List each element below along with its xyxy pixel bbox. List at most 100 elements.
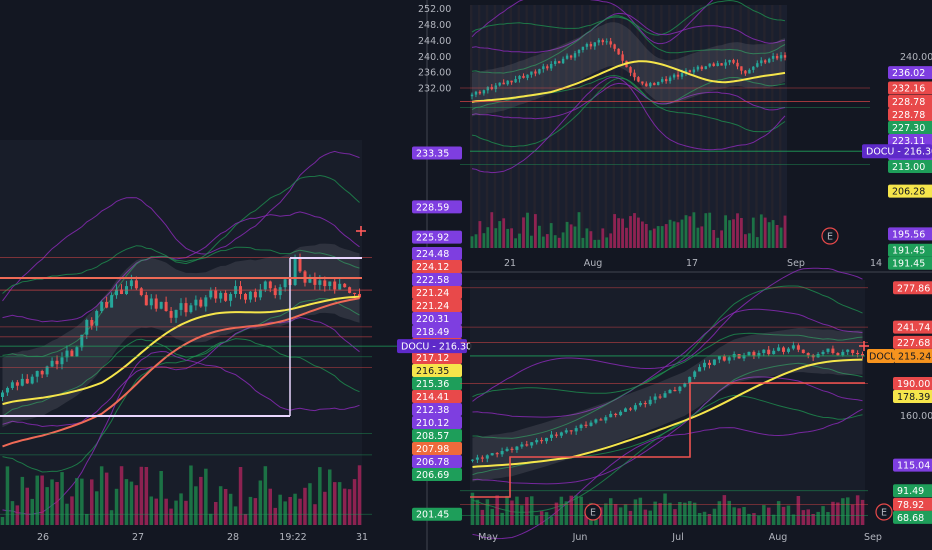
volume-bar xyxy=(740,218,743,248)
volume-bar xyxy=(613,214,616,248)
y-tick-label: 248.00 xyxy=(418,20,451,31)
candle-body xyxy=(219,292,223,299)
price-tag-background xyxy=(412,376,462,390)
candle-body xyxy=(471,459,474,461)
candle-body xyxy=(569,55,573,58)
candle-body xyxy=(538,69,541,74)
candle-body xyxy=(708,362,711,365)
price-tag-value: 224.12 xyxy=(416,262,449,273)
volume-bar xyxy=(293,493,297,525)
volume-bar xyxy=(712,230,716,248)
volume-bar xyxy=(700,226,704,248)
session-stripe xyxy=(493,5,497,248)
candle-body xyxy=(164,301,168,311)
volume-bar xyxy=(248,496,253,525)
crosshair-marker xyxy=(356,226,366,236)
volume-bar xyxy=(712,508,717,525)
volume-bar xyxy=(609,233,613,248)
price-tag-background xyxy=(412,441,462,455)
plot-background xyxy=(0,140,362,525)
volume-bar xyxy=(751,217,755,248)
candle-body xyxy=(244,294,247,300)
candle-body xyxy=(688,376,692,384)
volume-bar xyxy=(617,218,620,248)
volume-bar xyxy=(534,515,539,525)
volume-bar xyxy=(189,465,193,525)
volume-bar xyxy=(505,495,509,525)
candle-body xyxy=(633,72,636,78)
envelope-band xyxy=(472,394,863,513)
candle-body xyxy=(224,292,228,301)
price-tag-value: 207.98 xyxy=(416,444,449,455)
volume-bar xyxy=(480,509,485,525)
y-tick-label: 240.00 xyxy=(418,52,451,63)
price-tag: 210.12 xyxy=(412,415,462,429)
volume-bar xyxy=(573,226,577,248)
session-stripe xyxy=(541,5,544,248)
envelope-band xyxy=(472,408,863,540)
session-stripe xyxy=(691,5,695,248)
volume-bar xyxy=(90,479,94,525)
price-tag-value: 215.36 xyxy=(416,379,449,390)
candle-body xyxy=(194,299,198,306)
volume-bar xyxy=(530,496,534,525)
volume-bar xyxy=(342,488,347,525)
price-tag: 78.92 xyxy=(893,497,932,511)
price-tag-background xyxy=(893,320,932,334)
volume-bar xyxy=(514,238,517,248)
volume-bar xyxy=(717,501,722,525)
volume-bar xyxy=(40,475,44,525)
volume-bar xyxy=(518,233,521,248)
candle-body xyxy=(673,390,677,392)
candle-body xyxy=(826,348,830,352)
price-tag-background xyxy=(412,259,462,273)
candle-body xyxy=(613,44,616,49)
volume-bar xyxy=(589,231,593,248)
volume-bar xyxy=(498,221,502,248)
x-tick-label: 28 xyxy=(227,532,239,543)
volume-bar xyxy=(727,500,731,525)
price-tag-background xyxy=(412,230,462,244)
x-tick-label: Jun xyxy=(572,532,588,543)
candle-body xyxy=(80,334,84,348)
candle-body xyxy=(550,434,553,438)
volume-bar xyxy=(5,466,10,525)
volume-bar xyxy=(124,479,129,525)
volume-bar xyxy=(775,225,779,248)
candle-body xyxy=(653,396,657,400)
price-tag: 227.68 xyxy=(893,335,932,349)
candle-body xyxy=(771,56,775,59)
candle-body xyxy=(134,280,138,289)
candle-body xyxy=(692,69,696,73)
price-tag: 190.00 xyxy=(893,376,932,390)
volume-bar xyxy=(776,501,781,525)
session-stripe xyxy=(771,5,774,248)
x-tick-label: 31 xyxy=(356,532,368,543)
volume-bar xyxy=(557,237,561,248)
price-tag: 241.74 xyxy=(893,320,932,334)
candle-body xyxy=(110,295,114,308)
envelope-band xyxy=(472,308,863,418)
price-tag: 224.48 xyxy=(412,246,462,260)
volume-bar xyxy=(658,503,662,525)
volume-bar xyxy=(223,489,228,525)
chart-panel-3: May Jun Jul Aug Sep 160.00 277.86 241.74 227.68 1… xyxy=(460,267,932,543)
candle-body xyxy=(601,40,604,43)
candle-body xyxy=(609,41,612,45)
price-tag-value: 68.68 xyxy=(897,513,924,524)
candle-body xyxy=(732,60,735,63)
candle-body xyxy=(214,290,218,299)
volume-bar xyxy=(652,228,656,248)
volume-bar xyxy=(672,221,676,248)
candle-body xyxy=(45,366,49,375)
volume-bar xyxy=(494,228,498,248)
volume-bar xyxy=(638,497,643,525)
volume-bar xyxy=(214,502,218,525)
price-tag: 218.49 xyxy=(412,324,462,338)
volume-bar xyxy=(337,482,342,525)
candle-body xyxy=(159,301,163,309)
volume-bar xyxy=(736,213,739,248)
candle-body xyxy=(65,350,69,358)
volume-bar xyxy=(836,502,840,525)
price-tag-background xyxy=(412,246,462,260)
